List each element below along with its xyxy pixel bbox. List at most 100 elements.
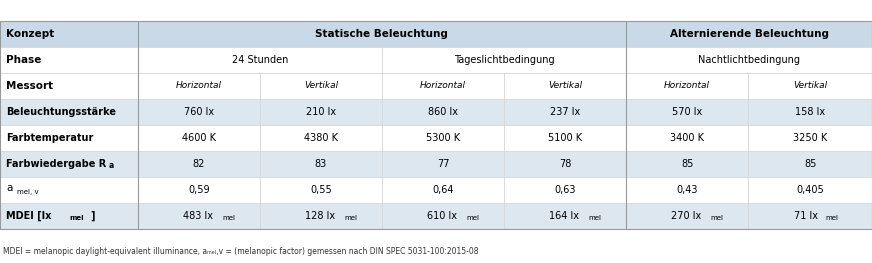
Bar bbox=[382, 151, 504, 177]
Bar bbox=[260, 151, 382, 177]
Bar bbox=[138, 177, 260, 203]
Bar bbox=[0, 21, 138, 47]
Text: mel: mel bbox=[826, 215, 839, 221]
Text: 0,64: 0,64 bbox=[433, 185, 453, 195]
Bar bbox=[748, 99, 872, 125]
Text: mel: mel bbox=[222, 215, 235, 221]
Text: 0,59: 0,59 bbox=[188, 185, 209, 195]
Bar bbox=[138, 203, 260, 229]
Text: Farbtemperatur: Farbtemperatur bbox=[6, 133, 93, 143]
Text: Statische Beleuchtung: Statische Beleuchtung bbox=[316, 29, 448, 39]
Text: 3400 K: 3400 K bbox=[671, 133, 704, 143]
Bar bbox=[138, 125, 260, 151]
Text: mel: mel bbox=[467, 215, 480, 221]
Text: 570 lx: 570 lx bbox=[672, 107, 702, 117]
Text: 0,63: 0,63 bbox=[555, 185, 576, 195]
Bar bbox=[382, 47, 626, 73]
Text: 78: 78 bbox=[559, 159, 571, 169]
Text: Farbwiedergabe R: Farbwiedergabe R bbox=[6, 159, 106, 169]
Text: a: a bbox=[109, 161, 114, 170]
Bar bbox=[138, 99, 260, 125]
Bar bbox=[748, 125, 872, 151]
Text: 483 lx: 483 lx bbox=[183, 211, 213, 221]
Bar bbox=[0, 47, 138, 73]
Bar bbox=[382, 99, 504, 125]
Bar bbox=[626, 151, 748, 177]
Text: Beleuchtungsstärke: Beleuchtungsstärke bbox=[6, 107, 116, 117]
Bar bbox=[626, 73, 748, 99]
Text: 85: 85 bbox=[681, 159, 693, 169]
Bar bbox=[0, 73, 138, 99]
Bar bbox=[138, 21, 626, 47]
Text: 3250 K: 3250 K bbox=[793, 133, 828, 143]
Bar bbox=[260, 177, 382, 203]
Text: MDEI [lx: MDEI [lx bbox=[6, 211, 51, 221]
Bar bbox=[748, 151, 872, 177]
Text: Horizontal: Horizontal bbox=[420, 82, 466, 90]
Text: Konzept: Konzept bbox=[6, 29, 54, 39]
Text: a: a bbox=[6, 183, 12, 193]
Text: 83: 83 bbox=[315, 159, 327, 169]
Text: 610 lx: 610 lx bbox=[427, 211, 457, 221]
Bar bbox=[260, 125, 382, 151]
Text: Vertikal: Vertikal bbox=[793, 82, 828, 90]
Text: mel: mel bbox=[70, 215, 85, 221]
Text: 5300 K: 5300 K bbox=[426, 133, 460, 143]
Bar bbox=[504, 177, 626, 203]
Text: 760 lx: 760 lx bbox=[184, 107, 214, 117]
Text: 270 lx: 270 lx bbox=[671, 211, 702, 221]
Bar bbox=[504, 125, 626, 151]
Bar bbox=[626, 47, 872, 73]
Text: Nachtlichtbedingung: Nachtlichtbedingung bbox=[698, 55, 800, 65]
Bar bbox=[138, 47, 382, 73]
Text: MDEI = melanopic daylight-equivalent illuminance, aₘₑₗ,v = (melanopic factor) ge: MDEI = melanopic daylight-equivalent ill… bbox=[3, 247, 478, 256]
Bar bbox=[0, 99, 138, 125]
Bar bbox=[504, 73, 626, 99]
Bar bbox=[626, 21, 872, 47]
Bar bbox=[626, 125, 748, 151]
Text: 128 lx: 128 lx bbox=[305, 211, 336, 221]
Text: 77: 77 bbox=[437, 159, 449, 169]
Text: 85: 85 bbox=[804, 159, 816, 169]
Text: 82: 82 bbox=[193, 159, 205, 169]
Text: 210 lx: 210 lx bbox=[306, 107, 336, 117]
Text: Horizontal: Horizontal bbox=[176, 82, 221, 90]
Text: mel, v: mel, v bbox=[17, 189, 39, 195]
Text: 164 lx: 164 lx bbox=[549, 211, 579, 221]
Bar bbox=[748, 73, 872, 99]
Bar bbox=[0, 21, 872, 229]
Text: Vertikal: Vertikal bbox=[303, 82, 338, 90]
Bar bbox=[626, 203, 748, 229]
Bar bbox=[504, 203, 626, 229]
Bar bbox=[138, 73, 260, 99]
Text: 237 lx: 237 lx bbox=[550, 107, 580, 117]
Text: 0,43: 0,43 bbox=[677, 185, 698, 195]
Bar bbox=[0, 177, 138, 203]
Text: 5100 K: 5100 K bbox=[548, 133, 582, 143]
Text: 0,405: 0,405 bbox=[796, 185, 824, 195]
Text: 24 Stunden: 24 Stunden bbox=[232, 55, 288, 65]
Bar bbox=[748, 203, 872, 229]
Text: Phase: Phase bbox=[6, 55, 42, 65]
Bar bbox=[504, 99, 626, 125]
Text: 4380 K: 4380 K bbox=[304, 133, 337, 143]
Bar bbox=[504, 151, 626, 177]
Text: ]: ] bbox=[91, 211, 95, 221]
Text: Vertikal: Vertikal bbox=[548, 82, 582, 90]
Bar bbox=[260, 99, 382, 125]
Text: 860 lx: 860 lx bbox=[428, 107, 458, 117]
Text: Horizontal: Horizontal bbox=[664, 82, 710, 90]
Bar bbox=[138, 151, 260, 177]
Text: 71 lx: 71 lx bbox=[794, 211, 819, 221]
Text: Tageslichtbedingung: Tageslichtbedingung bbox=[453, 55, 555, 65]
Bar bbox=[382, 177, 504, 203]
Bar bbox=[626, 177, 748, 203]
Bar bbox=[382, 73, 504, 99]
Text: Alternierende Beleuchtung: Alternierende Beleuchtung bbox=[670, 29, 828, 39]
Text: 158 lx: 158 lx bbox=[795, 107, 825, 117]
Bar bbox=[748, 177, 872, 203]
Text: mel: mel bbox=[589, 215, 602, 221]
Text: mel: mel bbox=[344, 215, 358, 221]
Text: mel: mel bbox=[711, 215, 724, 221]
Bar bbox=[626, 99, 748, 125]
